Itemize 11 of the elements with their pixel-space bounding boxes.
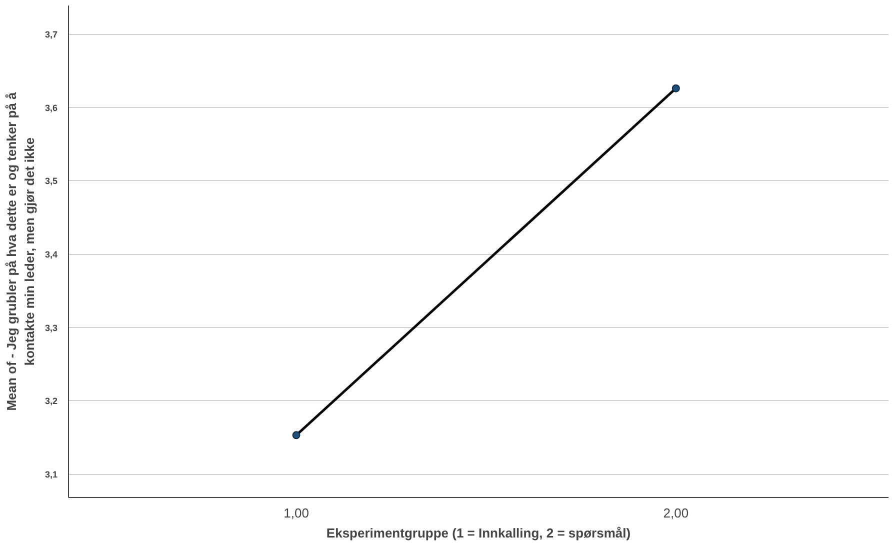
- y-tick-label: 3,2: [44, 396, 58, 406]
- x-tick-label: 2,00: [663, 506, 689, 520]
- y-tick-label: 3,5: [44, 176, 58, 186]
- y-tick-label: 3,6: [44, 102, 58, 113]
- y-tick-label: 3,4: [44, 250, 58, 260]
- y-tick-label: 3,3: [44, 322, 58, 333]
- y-tick-label: 3,7: [44, 30, 58, 40]
- x-axis-title: Eksperimentgruppe (1 = Innkalling, 2 = spørsmål): [326, 526, 631, 540]
- x-tick-label: 1,00: [284, 506, 309, 520]
- y-axis-title: Mean of - Jeg grubler på hva dette er og tenker på å kontakte min leder, men gjør det ikke: [4, 91, 37, 411]
- y-tick-label: 3,1: [44, 470, 58, 480]
